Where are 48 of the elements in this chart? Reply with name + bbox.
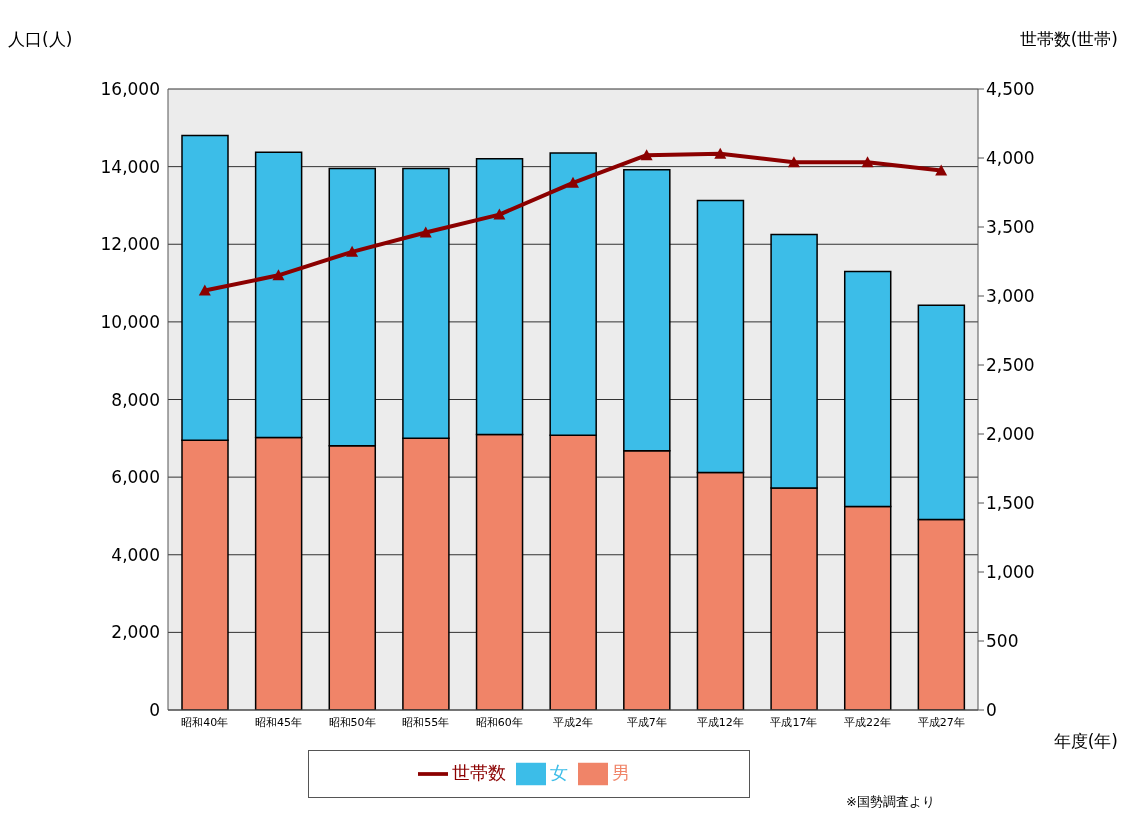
y-tick-label: 6,000 [111, 467, 160, 488]
y-tick-label: 16,000 [100, 79, 160, 100]
point [714, 147, 727, 159]
point [640, 149, 653, 161]
x-tick-label: 昭和40年 [181, 715, 229, 729]
point [419, 226, 432, 238]
y2-tick-label: 1,500 [986, 493, 1035, 514]
y2-tick-label: 2,000 [986, 424, 1035, 445]
legend-label: 女 [550, 762, 568, 783]
point [346, 245, 359, 257]
y2-tick-label: 3,000 [986, 286, 1035, 307]
x-tick-label: 平成22年 [844, 715, 892, 729]
point [567, 176, 579, 188]
text: ※国勢調査より [846, 793, 935, 811]
x-tick-label: 平成2年 [553, 715, 593, 729]
y-tick-label: 8,000 [111, 389, 160, 410]
y-tick-label: 4,000 [111, 544, 160, 565]
x-tick-label: 昭和50年 [328, 715, 376, 729]
y2-axis-title: 世帯数(世帯) [1019, 28, 1118, 51]
y-tick-label: 10,000 [100, 311, 160, 332]
legend-label: 男 [612, 762, 630, 783]
x-tick-label: 平成7年 [626, 715, 667, 729]
y2-tick-label: 4,000 [986, 148, 1035, 169]
point [493, 208, 506, 220]
y-tick-label: 2,000 [111, 622, 160, 643]
point [935, 164, 948, 176]
y2-tick-label: 500 [986, 631, 1019, 652]
y2-tick-label: 4,500 [986, 79, 1035, 100]
point [787, 156, 800, 168]
x-tick-label: 平成17年 [770, 715, 818, 729]
x-tick-label: 昭和60年 [475, 715, 523, 729]
y2-tick-label: 3,500 [986, 217, 1035, 238]
x-tick-label: 平成27年 [917, 715, 965, 729]
x-axis-title: 年度(年) [1053, 730, 1118, 753]
y-tick-label: 14,000 [100, 156, 160, 177]
point [198, 284, 211, 296]
y-axis-title: 人口(人) [8, 28, 73, 51]
y2-tick-label: 2,500 [986, 355, 1035, 376]
legend-label: 世帯数 [452, 762, 506, 783]
y2-tick-label: 0 [986, 700, 997, 721]
y2-tick-label: 1,000 [986, 562, 1035, 583]
y-tick-label: 0 [149, 700, 160, 721]
x-tick-label: 平成12年 [696, 715, 744, 729]
x-tick-label: 昭和45年 [254, 715, 302, 729]
y-tick-label: 12,000 [100, 234, 160, 255]
point [861, 156, 874, 168]
x-tick-label: 昭和55年 [402, 715, 450, 729]
point [272, 269, 285, 281]
